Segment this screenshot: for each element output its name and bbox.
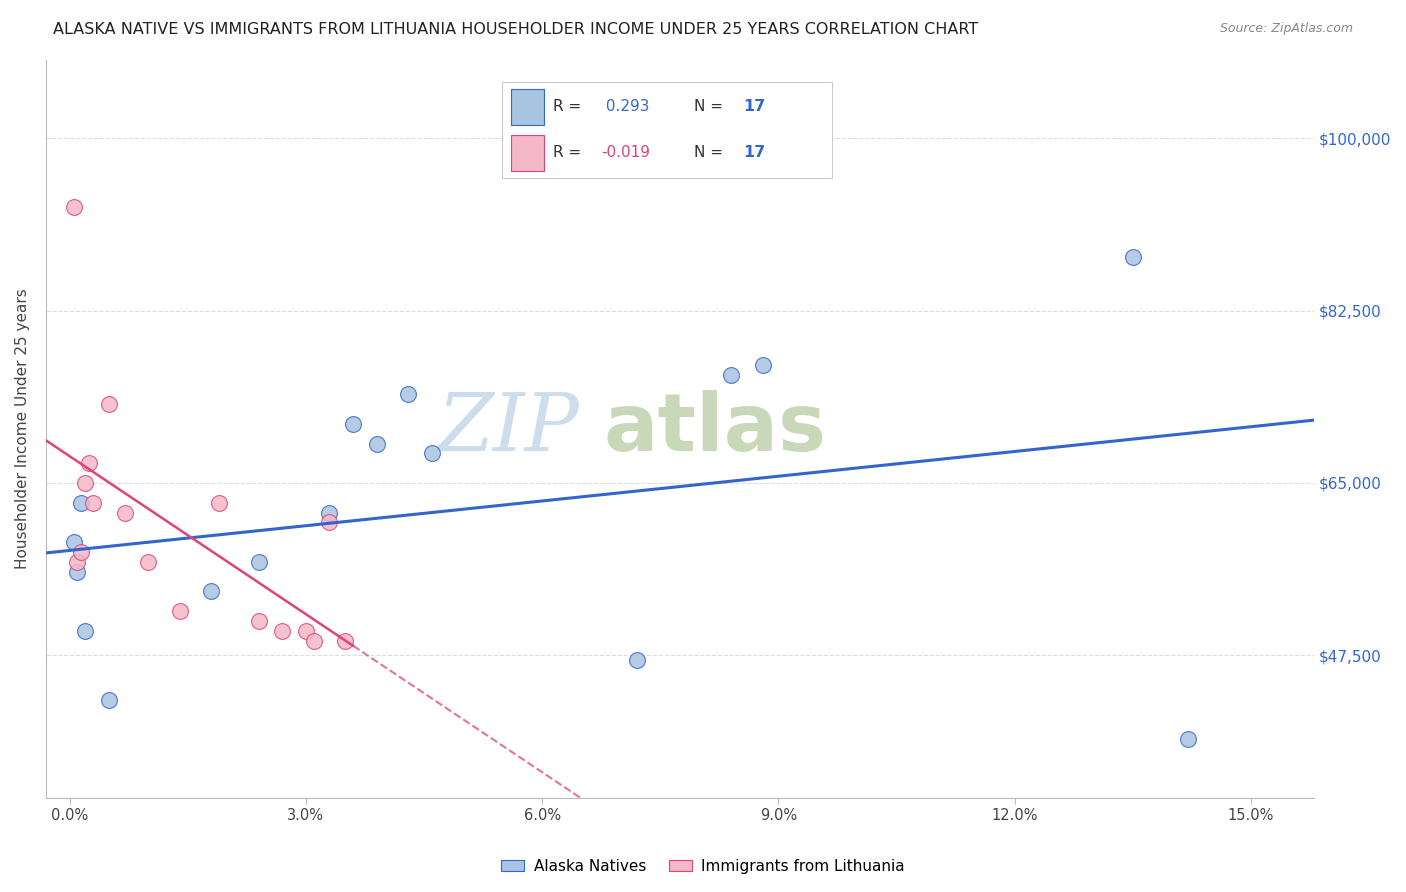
Point [79, 456, 101, 470]
Point [66, 565, 89, 579]
Point [247, 614, 270, 628]
Point [138, 555, 160, 569]
Point [70, 545, 93, 559]
Y-axis label: Householder Income Under 25 years: Householder Income Under 25 years [15, 288, 30, 569]
Point [271, 624, 294, 638]
Text: Source: ZipAtlas.com: Source: ZipAtlas.com [1219, 22, 1353, 36]
Point [335, 633, 357, 648]
Point [751, 358, 773, 372]
Point [1122, 250, 1144, 264]
Point [114, 506, 136, 520]
Point [169, 604, 191, 618]
Point [318, 516, 340, 530]
Point [75, 475, 97, 490]
Point [82, 496, 104, 510]
Point [626, 653, 648, 667]
Point [420, 446, 443, 460]
Point [70, 496, 93, 510]
Point [1177, 731, 1199, 746]
Point [366, 436, 388, 450]
Point [247, 555, 270, 569]
Legend: Alaska Natives, Immigrants from Lithuania: Alaska Natives, Immigrants from Lithuani… [495, 853, 911, 880]
Point [62, 200, 84, 214]
Point [98, 397, 121, 411]
Point [318, 506, 340, 520]
Point [295, 624, 318, 638]
Point [302, 633, 325, 648]
Point [342, 417, 364, 431]
Point [200, 584, 222, 599]
Point [75, 624, 97, 638]
Point [62, 535, 84, 549]
Text: ALASKA NATIVE VS IMMIGRANTS FROM LITHUANIA HOUSEHOLDER INCOME UNDER 25 YEARS COR: ALASKA NATIVE VS IMMIGRANTS FROM LITHUAN… [53, 22, 979, 37]
Point [208, 496, 231, 510]
Point [720, 368, 742, 382]
Point [66, 555, 89, 569]
Point [396, 387, 419, 401]
Text: ZIP: ZIP [437, 390, 578, 467]
Point [98, 692, 121, 706]
Text: atlas: atlas [603, 390, 827, 467]
